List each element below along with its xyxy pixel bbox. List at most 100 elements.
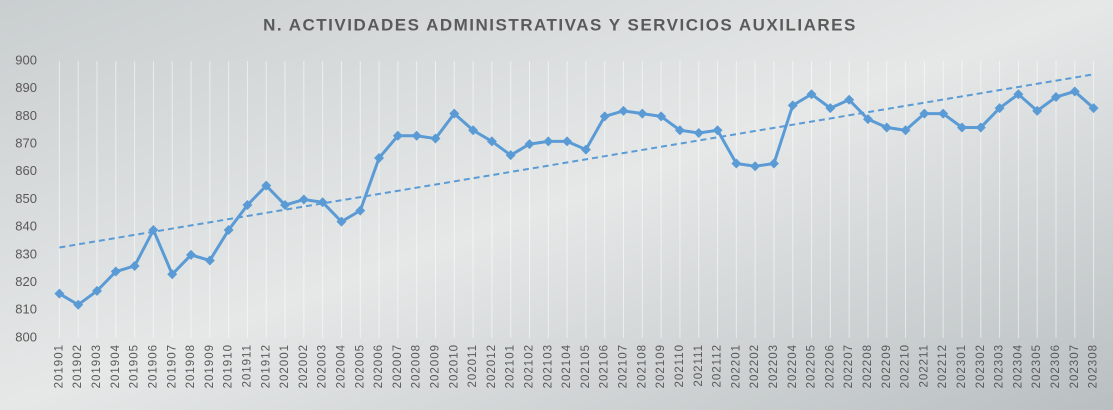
x-tick-label: 201903 <box>91 344 103 388</box>
data-point <box>449 108 460 119</box>
x-tick-label: 202109 <box>655 344 667 388</box>
x-tick-label: 202308 <box>1088 344 1100 388</box>
x-tick-label: 201904 <box>110 344 122 388</box>
trend-line <box>59 73 1094 249</box>
x-tick-label: 202201 <box>730 344 742 388</box>
data-point <box>1050 92 1061 103</box>
data-point <box>505 150 516 161</box>
data-point <box>430 133 441 144</box>
x-tick-label: 202210 <box>900 344 912 388</box>
data-point <box>618 105 629 116</box>
x-tick-label: 202207 <box>843 344 855 388</box>
x-tick-label: 202112 <box>712 344 724 388</box>
x-tick-label: 202205 <box>806 344 818 388</box>
data-point <box>73 299 84 310</box>
x-tick-label: 201910 <box>223 344 235 388</box>
x-tick-label: 201902 <box>72 344 84 388</box>
data-point <box>919 108 930 119</box>
data-point <box>317 197 328 208</box>
x-tick-label: 202110 <box>674 344 686 388</box>
data-point <box>562 136 573 147</box>
data-point <box>599 111 610 122</box>
x-tick-label: 202104 <box>561 344 573 388</box>
y-tick-label: 850 <box>15 191 37 206</box>
x-tick-label: 202307 <box>1069 344 1081 388</box>
data-point <box>956 122 967 133</box>
data-point <box>129 260 140 271</box>
x-tick-label: 201909 <box>204 344 216 388</box>
data-point <box>656 111 667 122</box>
data-point <box>580 144 591 155</box>
x-tick-label: 202111 <box>693 344 705 387</box>
y-tick-label: 840 <box>15 219 37 234</box>
x-tick-label: 201907 <box>166 344 178 388</box>
x-tick-label: 202206 <box>824 344 836 388</box>
y-tick-label: 880 <box>15 108 37 123</box>
data-point <box>468 125 479 136</box>
y-tick-label: 810 <box>15 302 37 317</box>
x-tick-label: 201911 <box>241 344 253 388</box>
x-tick-label: 202004 <box>335 344 347 388</box>
x-tick-label: 202003 <box>317 344 329 388</box>
data-point <box>712 125 723 136</box>
x-tick-label: 202203 <box>768 344 780 388</box>
x-tick-label: 202101 <box>505 344 517 388</box>
x-tick-label: 202010 <box>448 344 460 388</box>
x-tick-label: 202304 <box>1012 344 1024 388</box>
chart-title: N. ACTIVIDADES ADMINISTRATIVAS Y SERVICI… <box>263 15 857 34</box>
y-tick-label: 860 <box>15 163 37 178</box>
data-point <box>731 158 742 169</box>
data-point <box>825 103 836 114</box>
data-point <box>750 161 761 172</box>
x-tick-label: 202306 <box>1050 344 1062 388</box>
data-point <box>411 130 422 141</box>
data-point <box>806 89 817 100</box>
data-point <box>355 205 366 216</box>
data-point <box>844 94 855 105</box>
x-tick-label: 201908 <box>185 344 197 388</box>
x-tick-label: 202011 <box>467 344 479 388</box>
x-tick-label: 202102 <box>524 344 536 388</box>
data-point <box>148 224 159 235</box>
data-point <box>242 200 253 211</box>
y-tick-label: 820 <box>15 274 37 289</box>
data-point <box>994 103 1005 114</box>
data-point <box>486 136 497 147</box>
data-point <box>280 200 291 211</box>
x-tick-label: 202212 <box>937 344 949 388</box>
data-point <box>1032 105 1043 116</box>
data-point <box>167 269 178 280</box>
x-tick-label: 201912 <box>260 344 272 388</box>
data-point <box>543 136 554 147</box>
x-tick-label: 202209 <box>881 344 893 388</box>
data-point <box>1088 103 1099 114</box>
x-tick-label: 202208 <box>862 344 874 388</box>
x-tick-label: 202301 <box>956 344 968 388</box>
data-point <box>186 249 197 260</box>
x-tick-label: 202303 <box>994 344 1006 388</box>
data-point <box>975 122 986 133</box>
data-point <box>787 100 798 111</box>
data-point <box>298 194 309 205</box>
data-point <box>261 180 272 191</box>
x-tick-label: 202001 <box>279 344 291 388</box>
x-tick-label: 202009 <box>430 344 442 388</box>
x-tick-label: 202012 <box>486 344 498 388</box>
x-tick-label: 201901 <box>53 344 65 388</box>
y-tick-label: 870 <box>15 136 37 151</box>
x-tick-label: 202302 <box>975 344 987 388</box>
x-tick-label: 202103 <box>542 344 554 388</box>
data-point <box>637 108 648 119</box>
y-tick-label: 890 <box>15 80 37 95</box>
data-line <box>58 89 1095 307</box>
data-point <box>1013 89 1024 100</box>
x-tick-label: 202105 <box>580 344 592 388</box>
x-tick-label: 201906 <box>147 344 159 388</box>
data-point <box>768 158 779 169</box>
data-point <box>900 125 911 136</box>
x-tick-label: 202002 <box>298 344 310 388</box>
x-tick-label: 201905 <box>129 344 141 388</box>
data-point <box>881 122 892 133</box>
